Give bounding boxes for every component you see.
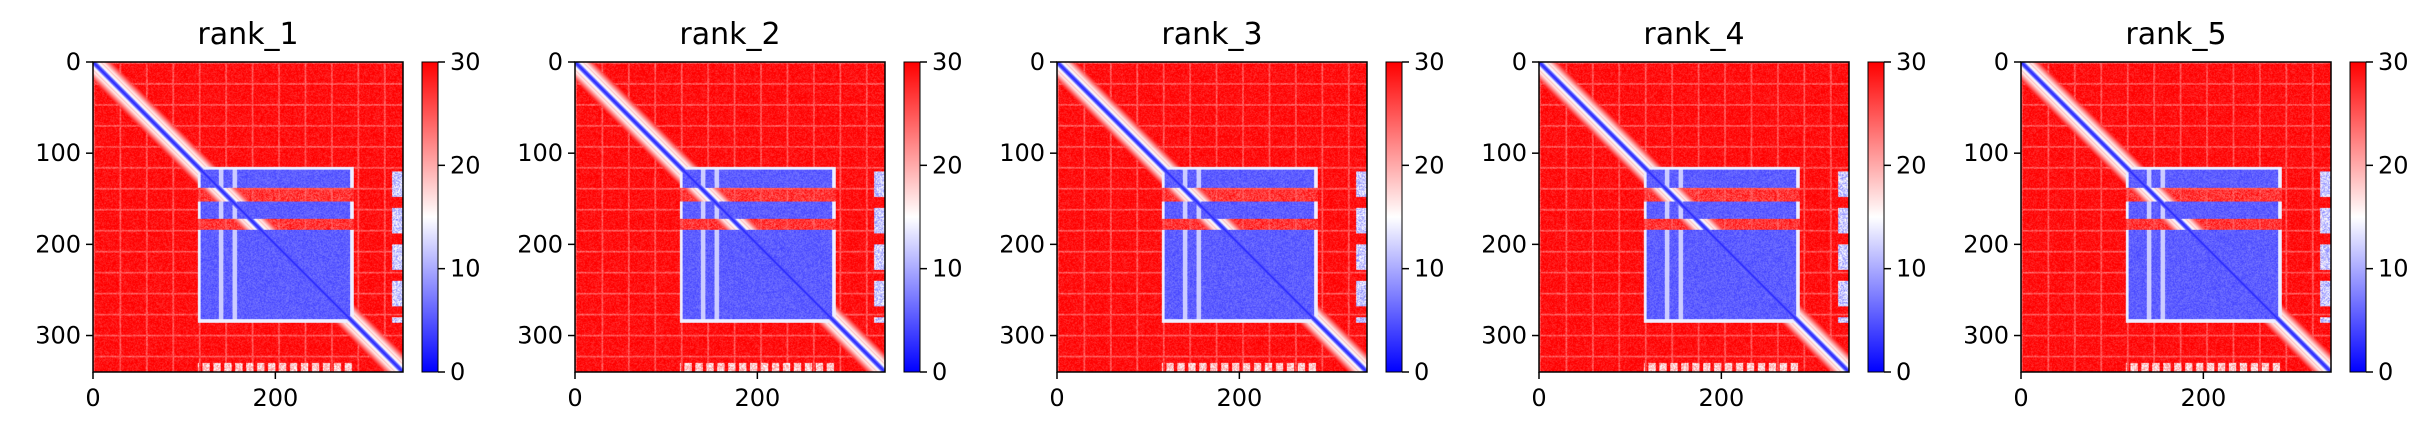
- colorbar-tick-label: 20: [450, 151, 481, 179]
- colorbar-tick-label: 10: [450, 255, 481, 283]
- heatmap-image: [2021, 62, 2331, 372]
- y-tick-label: 200: [517, 230, 563, 258]
- plot-frame: [1056, 61, 1368, 373]
- panel-title: rank_5: [2125, 17, 2226, 52]
- x-tick-label: 0: [1531, 384, 1546, 412]
- colorbar-tick-label: 30: [450, 48, 481, 76]
- colorbar-tick-label: 30: [1896, 48, 1927, 76]
- plot-frame: [1538, 61, 1850, 373]
- heatmap-image: [1539, 62, 1849, 372]
- colorbar-tick-label: 10: [1896, 255, 1927, 283]
- y-tick-label: 200: [999, 230, 1045, 258]
- x-tick-label: 200: [1216, 384, 1262, 412]
- y-tick-label: 0: [66, 48, 81, 76]
- y-tick-label: 0: [1512, 48, 1527, 76]
- y-tick-label: 100: [1481, 139, 1527, 167]
- y-tick-label: 300: [1481, 322, 1527, 350]
- panel-2: rank_2 0 100 200 300 0 200 0 10 20 30: [517, 17, 962, 412]
- y-tick-label: 0: [1994, 48, 2009, 76]
- x-tick-label: 200: [252, 384, 298, 412]
- x-tick-label: 200: [2180, 384, 2226, 412]
- colorbar-tick-label: 0: [932, 358, 947, 386]
- plot-frame: [2020, 61, 2332, 373]
- y-tick-label: 300: [517, 322, 563, 350]
- y-tick-label: 200: [1963, 230, 2009, 258]
- x-tick-label: 200: [734, 384, 780, 412]
- panel-1: rank_1 0 100 200 300 0 200 0 10 20 30: [35, 17, 480, 412]
- colorbar-tick-label: 20: [932, 151, 963, 179]
- x-tick-label: 200: [1698, 384, 1744, 412]
- y-tick-label: 200: [35, 230, 81, 258]
- colorbar-tick-label: 10: [2378, 255, 2409, 283]
- panel-5: rank_5 0 100 200 300 0 200 0 10 20 30: [1963, 17, 2408, 412]
- heatmap-image: [575, 62, 885, 372]
- colorbar: [1385, 61, 1403, 373]
- colorbar-tick-label: 10: [932, 255, 963, 283]
- y-tick-label: 100: [999, 139, 1045, 167]
- panel-4: rank_4 0 100 200 300 0 200 0 10 20 30: [1481, 17, 1926, 412]
- colorbar-tick-label: 30: [2378, 48, 2409, 76]
- x-tick-label: 0: [567, 384, 582, 412]
- panel-title: rank_4: [1643, 17, 1744, 52]
- y-tick-label: 200: [1481, 230, 1527, 258]
- colorbar-tick-label: 20: [1414, 151, 1445, 179]
- colorbar: [1867, 61, 1885, 373]
- heatmap-image: [1057, 62, 1367, 372]
- panel-title: rank_1: [197, 17, 298, 52]
- colorbar-tick-label: 20: [1896, 151, 1927, 179]
- colorbar: [421, 61, 439, 373]
- y-tick-label: 300: [999, 322, 1045, 350]
- panel-3: rank_3 0 100 200 300 0 200 0 10 20 30: [999, 17, 1444, 412]
- colorbar-tick-label: 0: [1414, 358, 1429, 386]
- y-tick-label: 100: [517, 139, 563, 167]
- x-tick-label: 0: [85, 384, 100, 412]
- colorbar-tick-label: 0: [2378, 358, 2393, 386]
- heatmap-image: [93, 62, 403, 372]
- panel-title: rank_2: [679, 17, 780, 52]
- y-tick-label: 0: [548, 48, 563, 76]
- panel-title: rank_3: [1161, 17, 1262, 52]
- colorbar-tick-label: 0: [1896, 358, 1911, 386]
- colorbar: [903, 61, 921, 373]
- colorbar: [2349, 61, 2367, 373]
- y-tick-label: 300: [1963, 322, 2009, 350]
- plot-frame: [92, 61, 404, 373]
- colorbar-tick-label: 20: [2378, 151, 2409, 179]
- plot-frame: [574, 61, 886, 373]
- x-tick-label: 0: [1049, 384, 1064, 412]
- colorbar-tick-label: 10: [1414, 255, 1445, 283]
- x-tick-label: 0: [2013, 384, 2028, 412]
- y-tick-label: 0: [1030, 48, 1045, 76]
- colorbar-tick-label: 0: [450, 358, 465, 386]
- y-tick-label: 100: [1963, 139, 2009, 167]
- colorbar-tick-label: 30: [1414, 48, 1445, 76]
- y-tick-label: 100: [35, 139, 81, 167]
- colorbar-tick-label: 30: [932, 48, 963, 76]
- y-tick-label: 300: [35, 322, 81, 350]
